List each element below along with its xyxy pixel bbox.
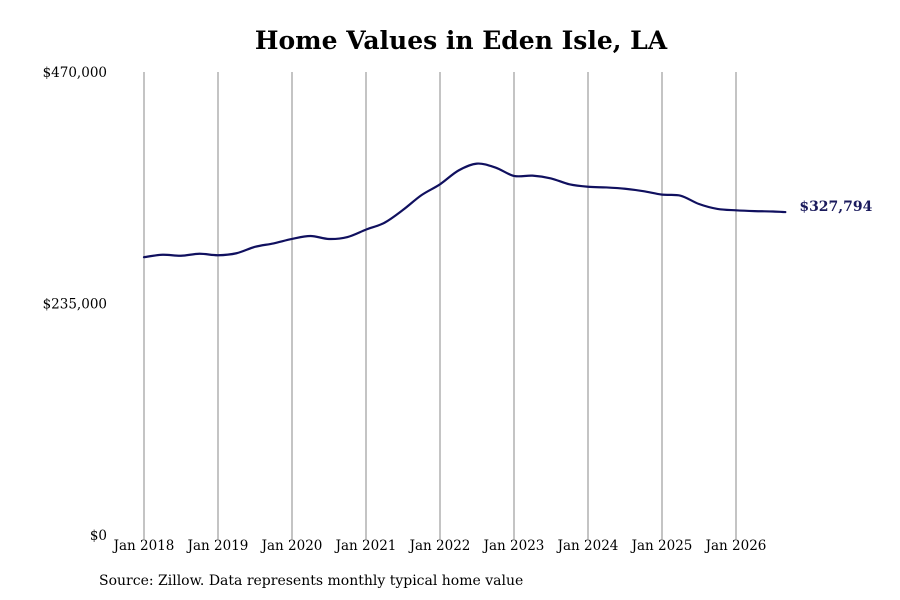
series-line bbox=[142, 162, 787, 259]
source-note: Source: Zillow. Data represents monthly … bbox=[99, 573, 524, 589]
series-layer bbox=[142, 162, 787, 259]
x-tick-label: Jan 2019 bbox=[186, 538, 249, 554]
y-tick-label: $0 bbox=[90, 528, 107, 544]
x-axis-tick-labels: Jan 2018 Jan 2019 Jan 2020 Jan 2021 Jan 2022… bbox=[112, 538, 767, 554]
grid-lines bbox=[143, 72, 737, 539]
x-tick-label: Jan 2018 bbox=[112, 538, 175, 554]
chart-title: Home Values in Eden Isle, LA bbox=[254, 26, 668, 55]
x-tick-label: Jan 2025 bbox=[630, 538, 693, 554]
x-tick-label: Jan 2026 bbox=[704, 538, 767, 554]
x-tick-label: Jan 2021 bbox=[334, 538, 397, 554]
x-tick-label: Jan 2024 bbox=[556, 538, 619, 554]
y-axis-tick-labels: $470,000 $235,000 $0 bbox=[43, 65, 107, 544]
end-value-label: $327,794 bbox=[799, 199, 872, 215]
y-tick-label: $235,000 bbox=[43, 297, 107, 313]
x-tick-label: Jan 2023 bbox=[482, 538, 545, 554]
x-tick-label: Jan 2020 bbox=[260, 538, 323, 554]
x-tick-label: Jan 2022 bbox=[408, 538, 471, 554]
y-tick-label: $470,000 bbox=[43, 65, 107, 81]
